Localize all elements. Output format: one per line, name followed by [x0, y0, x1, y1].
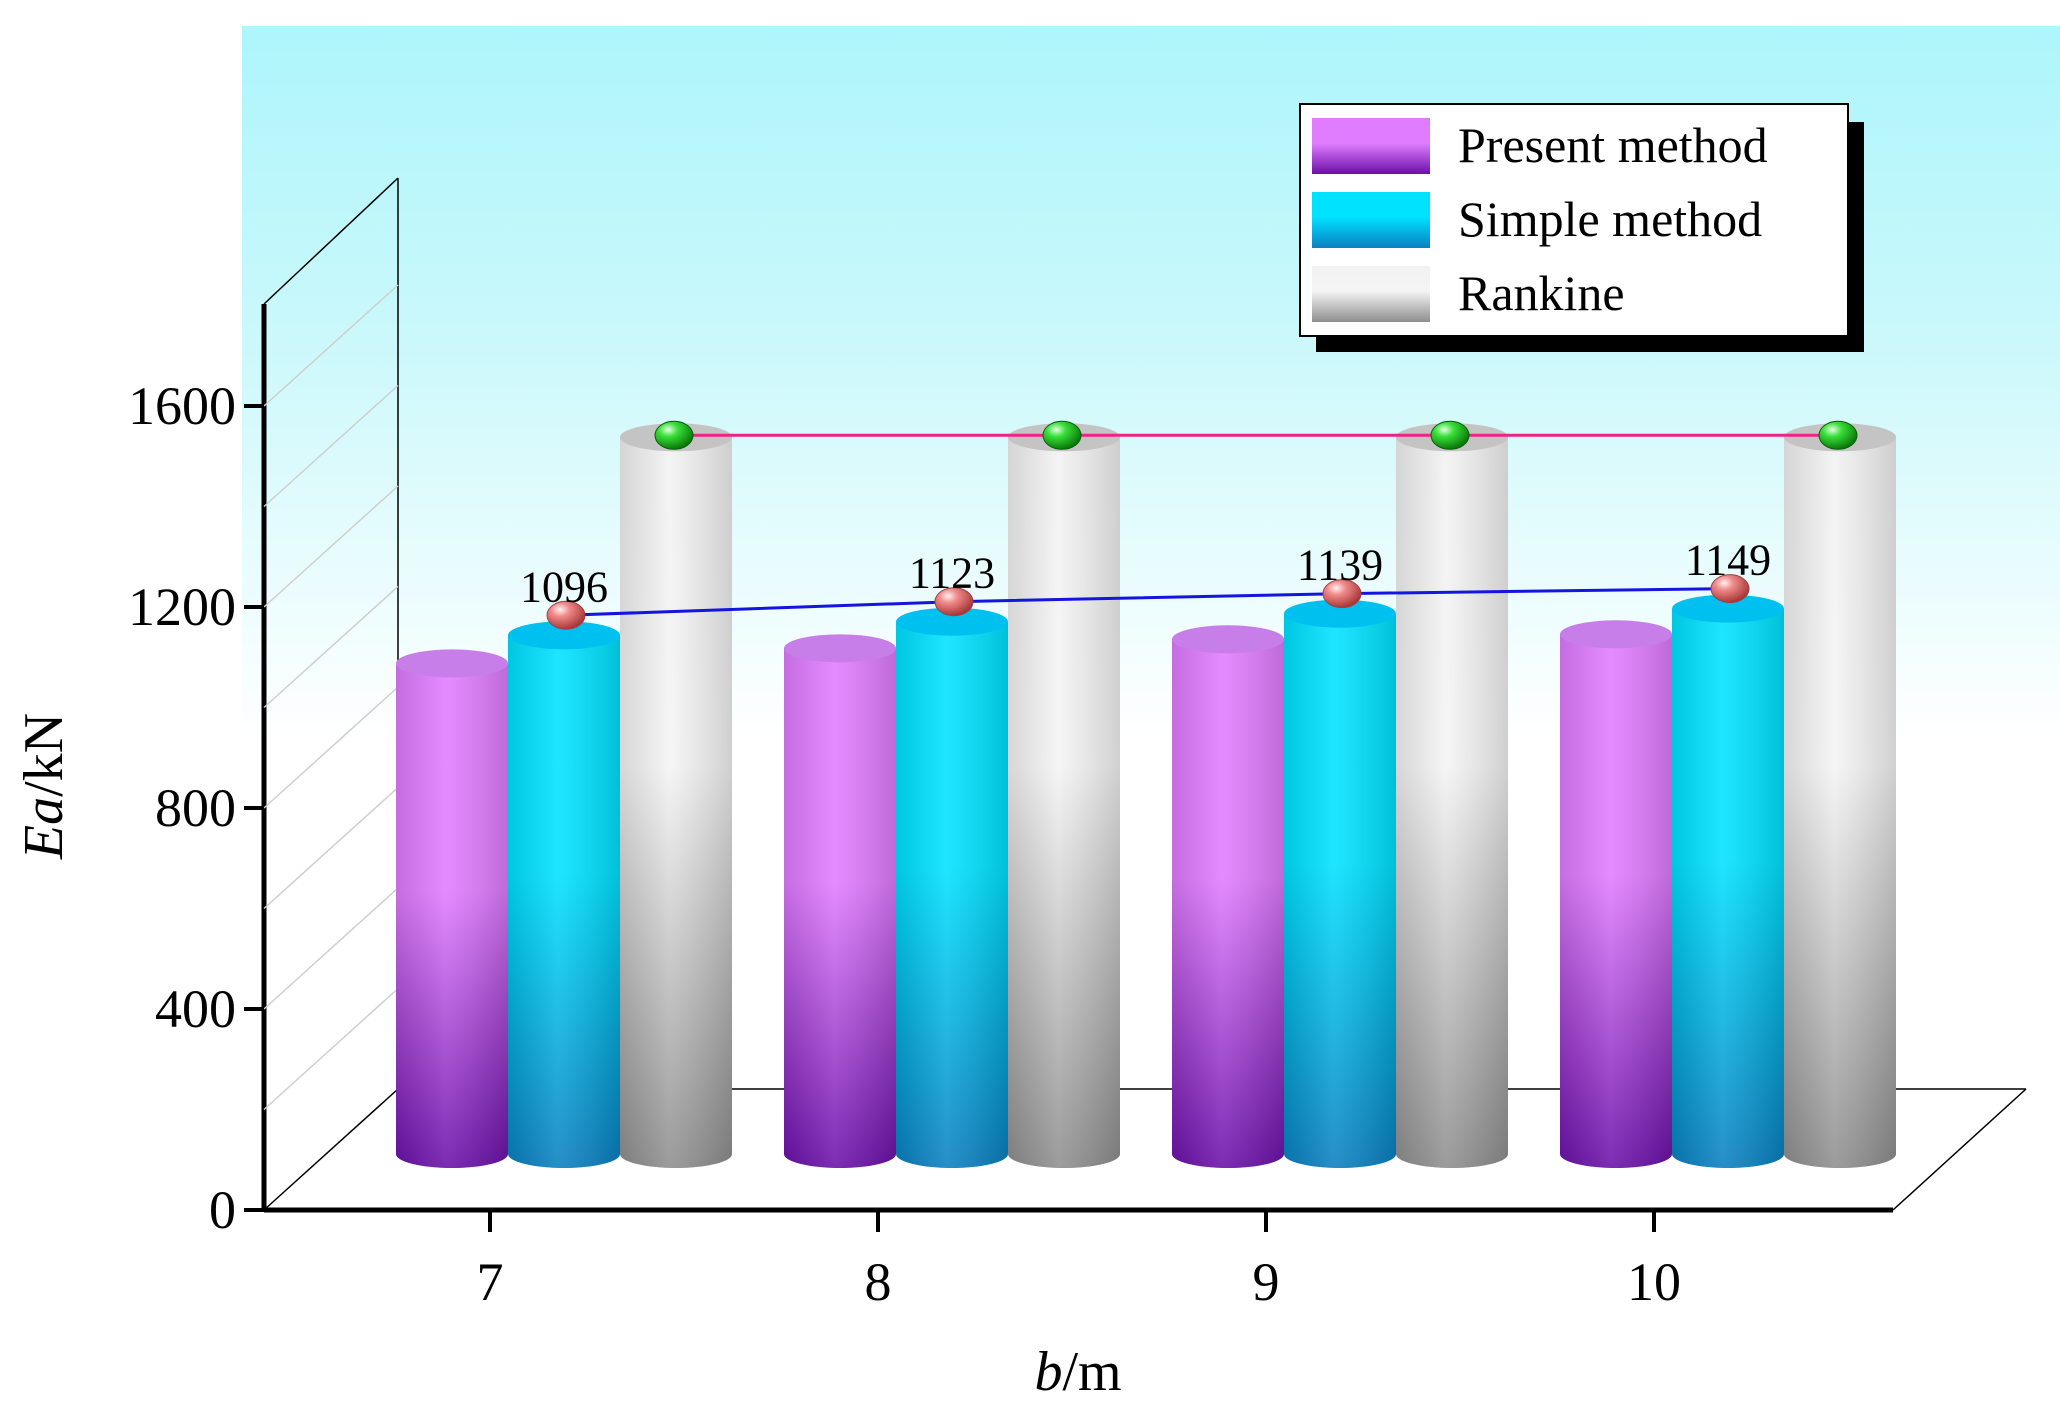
gridline: [263, 686, 399, 809]
x-tick-label: 10: [1627, 1252, 1681, 1312]
bar-shading: [784, 648, 896, 1168]
bar-shading: [1672, 608, 1784, 1168]
marker: [546, 600, 586, 630]
y-tick-label: 0: [209, 1180, 236, 1240]
y-tick-label: 800: [155, 778, 236, 838]
bar-shading: [1396, 437, 1508, 1168]
y-axis-title-var: Ea: [13, 797, 75, 860]
x-tick-label: 7: [477, 1252, 504, 1312]
data-label: 1123: [909, 549, 995, 598]
bar-top: [1172, 625, 1284, 654]
bar-shading: [1560, 634, 1672, 1168]
x-tick-label: 9: [1253, 1252, 1280, 1312]
x-tick-label: 8: [865, 1252, 892, 1312]
y-axis: 0 400 800 1200 1600: [128, 376, 264, 1240]
data-labels: 1096 1123 1139 1149: [520, 536, 1771, 612]
x-axis-title: b/m: [1034, 1341, 1121, 1403]
legend: Present method Simple method Rankine: [1299, 103, 1864, 352]
legend-label: Rankine: [1458, 265, 1625, 321]
bar-top: [1284, 599, 1396, 628]
gridline: [263, 786, 399, 910]
y-tick-label: 1200: [128, 577, 236, 637]
gridline: [263, 485, 399, 608]
bar-shading: [396, 663, 508, 1168]
floor-left-edge: [263, 1088, 399, 1211]
bar-shading: [1784, 437, 1896, 1168]
x-axis: 7 8 9 10: [477, 1210, 1681, 1312]
legend-swatch: [1312, 118, 1430, 174]
bar-top: [1560, 620, 1672, 649]
bar-shading: [508, 635, 620, 1168]
x-axis-title-var: b: [1034, 1341, 1062, 1403]
y-axis-title: Ea/kN: [13, 713, 75, 860]
y-tick-label: 1600: [128, 376, 236, 436]
marker: [934, 587, 974, 617]
back-wall-top-edge: [263, 177, 399, 305]
bar-shading: [896, 621, 1008, 1168]
data-label: 1139: [1297, 541, 1383, 590]
y-axis-title-unit: /kN: [13, 713, 75, 797]
bar-top: [784, 634, 896, 663]
gridline: [263, 987, 399, 1111]
marker: [1818, 420, 1858, 450]
gridline: [263, 585, 399, 709]
x-axis-title-unit: /m: [1062, 1341, 1121, 1403]
bar-top: [1672, 594, 1784, 623]
bar-shading: [1172, 639, 1284, 1168]
marker: [1042, 420, 1082, 450]
series-line: [565, 587, 1731, 617]
legend-label: Simple method: [1458, 191, 1762, 247]
y-tick-label: 400: [155, 979, 236, 1039]
marker: [1430, 420, 1470, 450]
gridlines: [263, 284, 399, 1111]
legend-swatch: [1312, 192, 1430, 248]
bar-top: [508, 621, 620, 650]
legend-label: Present method: [1458, 117, 1768, 173]
floor-right-edge: [1892, 1088, 2027, 1211]
series-lines: [565, 433, 1838, 617]
bar-shading: [620, 437, 732, 1168]
legend-swatch: [1312, 266, 1430, 322]
gridline: [263, 887, 399, 1010]
data-label: 1096: [520, 562, 608, 611]
gridline: [263, 284, 399, 407]
bar-shading: [1284, 613, 1396, 1168]
bar-top: [896, 607, 1008, 636]
series-markers: [546, 420, 1858, 630]
bar-shading: [1008, 437, 1120, 1168]
marker: [654, 420, 694, 450]
bar-top: [396, 649, 508, 678]
marker: [1710, 574, 1750, 604]
data-label: 1149: [1685, 536, 1771, 585]
gridline: [263, 384, 399, 508]
bars: [396, 423, 1896, 1168]
marker: [1322, 579, 1362, 609]
